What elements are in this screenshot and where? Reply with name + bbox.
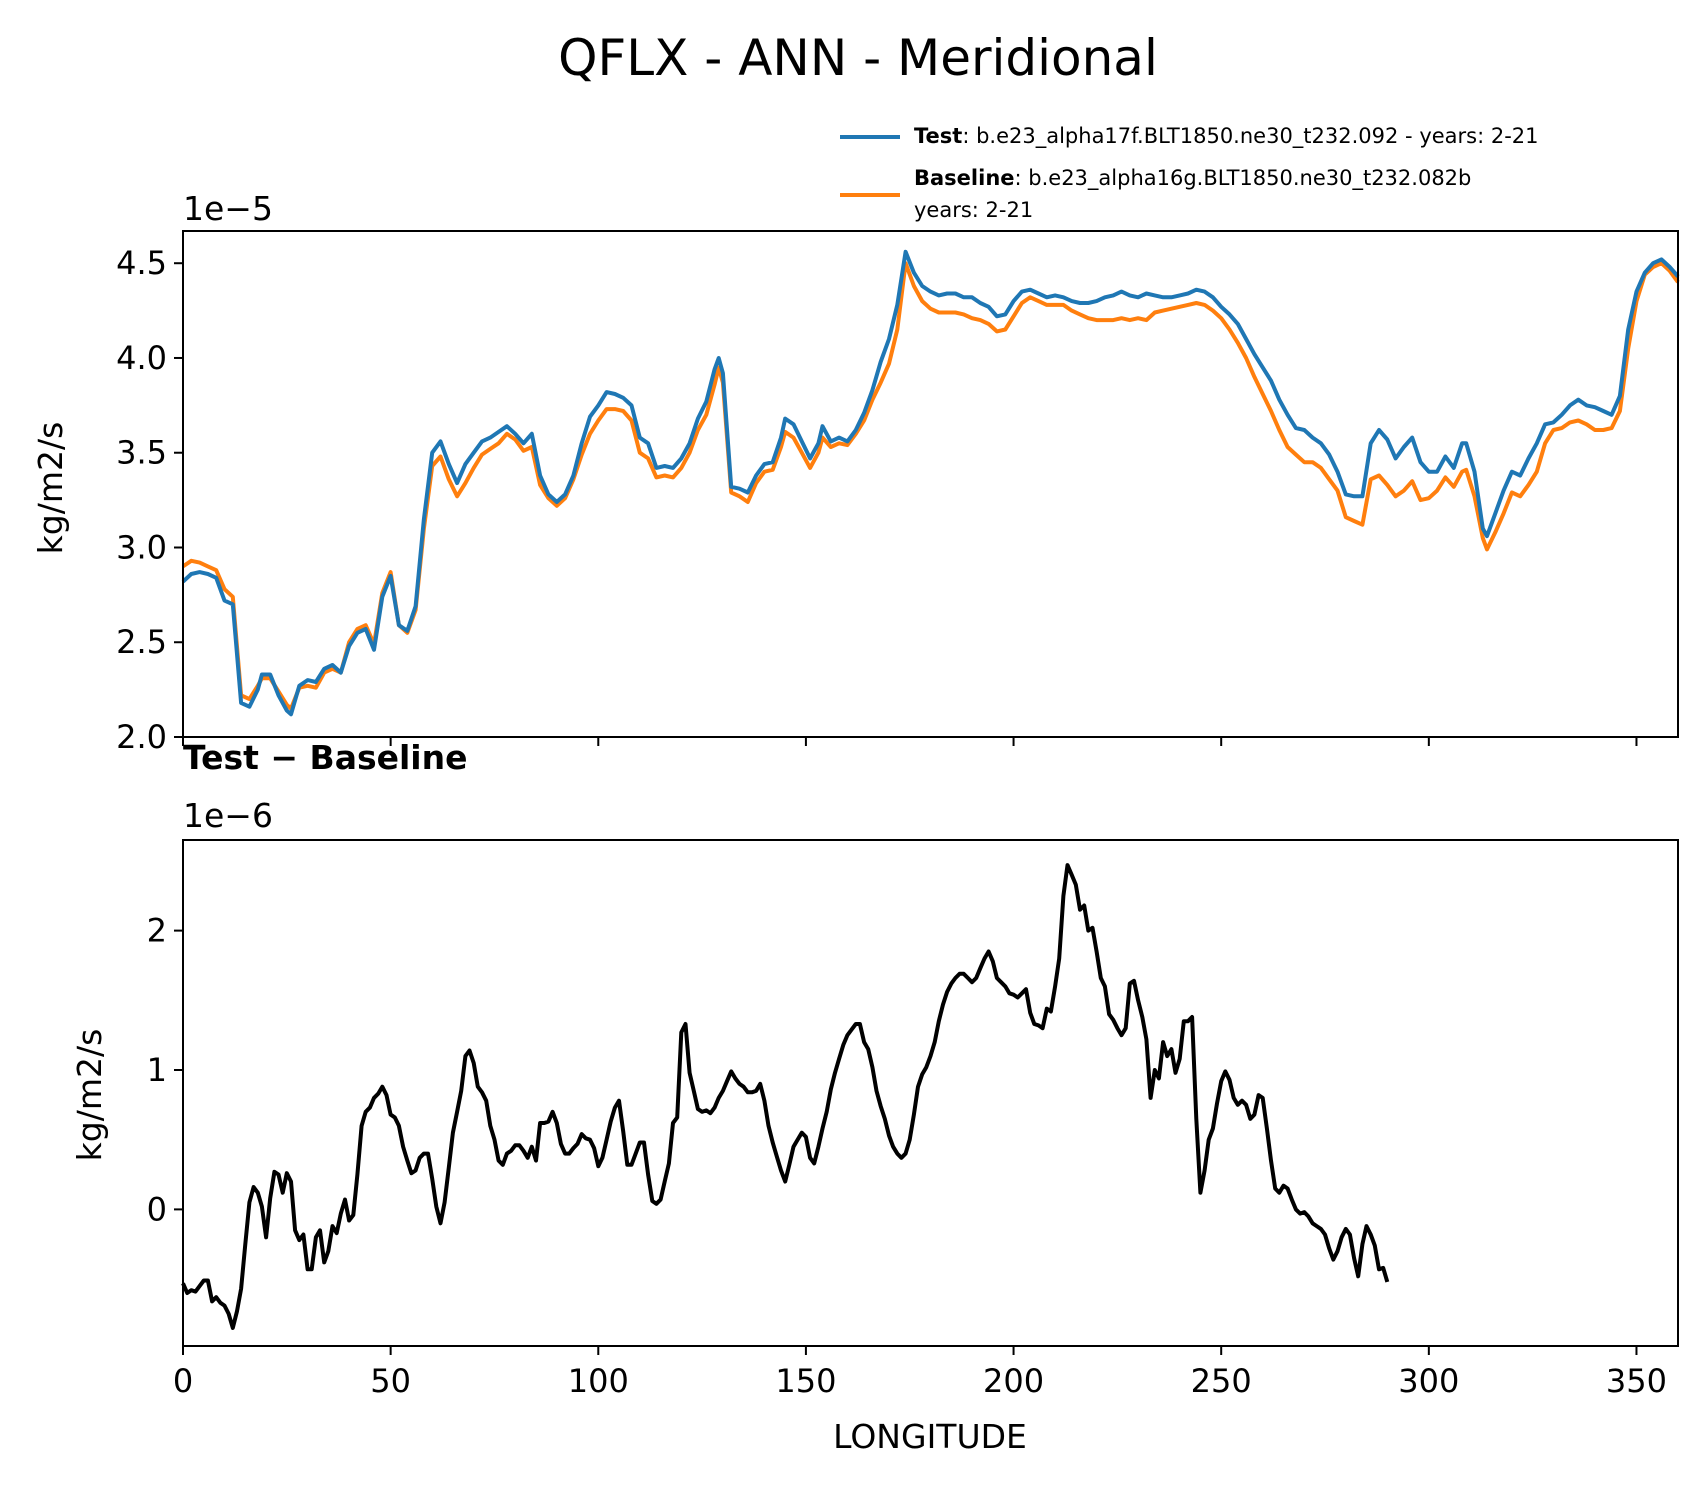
top-ytick-label: 2.0 [116,718,167,756]
bottom-offset-text: 1e−6 [183,796,273,835]
top-ytick-label: 4.0 [116,339,167,377]
bottom-xtick-label: 300 [1398,1362,1459,1400]
bottom-xtick-label: 200 [983,1362,1044,1400]
top-offset-text: 1e−5 [183,189,273,228]
bottom-axes-frame [182,839,1679,1347]
top-axes-frame [182,230,1679,738]
legend-test-label: Test: b.e23_alpha17f.BLT1850.ne30_t232.0… [914,124,1539,149]
bottom-xtick-label: 350 [1606,1362,1667,1400]
bottom-panel: Test − Baseline 1e−6 kg/m2/s 0 1 2 0 50 100 15… [70,738,1679,1456]
bottom-xtick-label: 250 [1191,1362,1252,1400]
difference-series-line [181,863,1390,1330]
baseline-series-line [181,261,1680,711]
top-panel: 1e−5 kg/m2/s 2.0 2.5 3.0 3.5 4.0 4.5 [31,189,1680,756]
bottom-panel-title: Test − Baseline [183,738,468,777]
bottom-ylabel: kg/m2/s [70,1029,109,1162]
legend-test-name: Test [914,124,962,148]
test-series-line [181,249,1680,717]
top-ytick-label: 4.5 [116,244,167,282]
figure-title: QFLX - ANN - Meridional [558,29,1158,87]
bottom-ytick-label: 2 [147,912,167,950]
bottom-xtick-label: 150 [775,1362,836,1400]
legend-baseline-years: years: 2-21 [914,198,1033,222]
top-ytick-label: 2.5 [116,623,167,661]
bottom-ytick-label: 1 [147,1051,167,1089]
bottom-xtick-label: 100 [568,1362,629,1400]
bottom-xtick-label: 50 [370,1362,411,1400]
top-ylabel: kg/m2/s [31,422,70,555]
top-ytick-label: 3.0 [116,528,167,566]
bottom-ytick-label: 0 [147,1190,167,1228]
legend-baseline-label: Baseline: b.e23_alpha16g.BLT1850.ne30_t2… [914,166,1471,191]
bottom-xtick-label: 0 [173,1362,193,1400]
top-ytick-label: 3.5 [116,434,167,472]
legend-baseline-name: Baseline [914,166,1015,190]
legend: Test: b.e23_alpha17f.BLT1850.ne30_t232.0… [840,124,1539,222]
legend-baseline-text: : b.e23_alpha16g.BLT1850.ne30_t232.082b [1015,166,1472,191]
legend-test-text: : b.e23_alpha17f.BLT1850.ne30_t232.092 -… [962,124,1538,149]
bottom-xlabel: LONGITUDE [833,1417,1027,1456]
